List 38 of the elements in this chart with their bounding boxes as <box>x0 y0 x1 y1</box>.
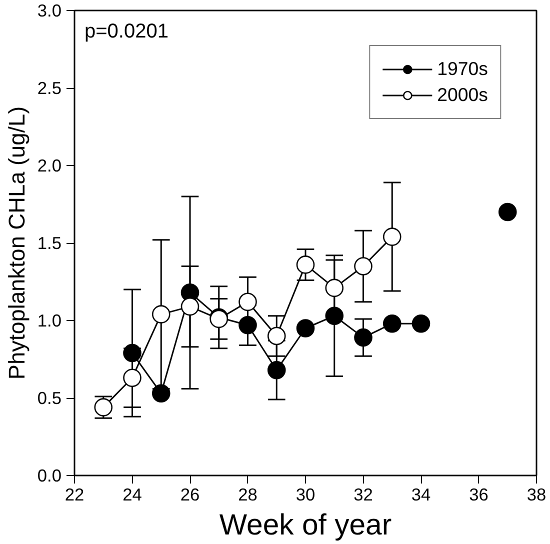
point <box>354 328 372 347</box>
point <box>152 384 170 402</box>
point <box>382 314 402 333</box>
point <box>382 228 402 246</box>
y-tick-label: 2.0 <box>37 156 62 176</box>
y-tick-label: 1.0 <box>37 310 62 330</box>
point <box>296 256 315 274</box>
point <box>152 305 170 324</box>
point <box>354 257 372 276</box>
y-tick-label: 0.5 <box>37 388 62 408</box>
x-tick-label: 30 <box>296 484 316 504</box>
x-tick-label: 24 <box>122 484 142 504</box>
x-tick-label: 28 <box>238 484 258 504</box>
legend-label: 1970s <box>437 58 488 80</box>
x-tick-label: 26 <box>180 484 200 504</box>
y-tick-label: 2.5 <box>37 78 62 98</box>
point <box>412 314 430 333</box>
point <box>267 360 286 380</box>
point <box>498 202 517 222</box>
point <box>296 319 315 338</box>
y-tick-label: 1.5 <box>37 233 62 253</box>
point <box>325 306 344 325</box>
y-tick-label: 3.0 <box>37 0 62 20</box>
y-tick-label: 0.0 <box>37 466 62 486</box>
annotation: p=0.0201 <box>84 20 168 42</box>
x-tick-label: 34 <box>411 484 431 504</box>
point <box>325 278 344 298</box>
point <box>180 297 200 316</box>
x-tick-label: 32 <box>354 484 373 504</box>
point <box>267 326 286 346</box>
x-tick-label: 36 <box>469 484 488 504</box>
x-tick-label: 22 <box>64 484 84 504</box>
x-axis-title: Week of year <box>219 508 392 542</box>
legend-label: 2000s <box>437 84 488 106</box>
point <box>123 368 142 387</box>
point <box>238 292 257 312</box>
x-tick-label: 38 <box>526 484 546 504</box>
y-axis-title: Phytoplankton CHLa (ug/L) <box>3 106 30 380</box>
